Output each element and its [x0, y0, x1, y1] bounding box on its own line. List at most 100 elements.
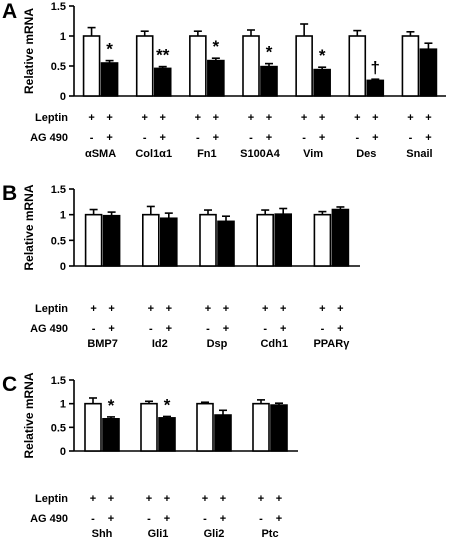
leptin-sign: +	[108, 303, 114, 315]
ag490-sign: -	[249, 132, 253, 144]
leptin-sign: +	[88, 112, 94, 124]
ag490-sign: +	[276, 513, 282, 525]
row-label-leptin: Leptin	[35, 303, 68, 315]
y-axis-label: Relative mRNA	[22, 372, 36, 458]
bar-leptin	[82, 35, 101, 97]
category-label: Col1α1	[135, 148, 172, 160]
ag490-sign: -	[321, 323, 325, 335]
bar-leptin-ag490	[270, 404, 288, 452]
category-label: Vim	[303, 148, 323, 160]
ag490-sign: +	[213, 132, 219, 144]
row-label-leptin: Leptin	[35, 493, 68, 505]
bar-leptin	[313, 213, 332, 267]
category-label: BMP7	[87, 338, 118, 350]
significance-marker: *	[106, 40, 113, 59]
leptin-sign: +	[372, 112, 378, 124]
y-tick-label: 0	[60, 91, 66, 103]
category-label: Gli1	[148, 528, 169, 540]
panel-letter: A	[2, 0, 17, 23]
ag490-sign: +	[280, 323, 286, 335]
bar-leptin-ag490	[153, 67, 172, 97]
leptin-sign: +	[146, 493, 152, 505]
ag490-sign: +	[106, 132, 112, 144]
bar-leptin	[348, 35, 367, 97]
bar-leptin-ag490	[102, 418, 120, 452]
y-tick-label: 1	[60, 31, 66, 43]
significance-marker: *	[164, 395, 171, 414]
ag490-sign: +	[266, 132, 272, 144]
bar-leptin	[199, 213, 217, 267]
bar-leptin	[295, 35, 313, 97]
leptin-sign: +	[223, 303, 229, 315]
bar-leptin-ag490	[331, 208, 350, 267]
bar-leptin	[256, 213, 275, 267]
significance-marker: *	[319, 46, 326, 65]
y-axis-label: Relative mRNA	[22, 184, 36, 270]
leptin-sign: +	[213, 112, 219, 124]
ag490-sign: -	[302, 132, 306, 144]
bar-leptin-ag490	[100, 62, 119, 97]
leptin-sign: +	[262, 303, 268, 315]
y-tick-label: 1	[60, 210, 66, 222]
leptin-sign: +	[159, 112, 165, 124]
y-tick-label: 0	[60, 261, 66, 273]
y-tick-label: 1.5	[51, 1, 66, 13]
ag490-sign: +	[220, 513, 226, 525]
bar-leptin-ag490	[419, 48, 438, 97]
ag490-sign: -	[92, 323, 96, 335]
category-label: Ptc	[261, 528, 278, 540]
ag490-sign: +	[372, 132, 378, 144]
category-label: Cdh1	[260, 338, 288, 350]
category-label: Shh	[92, 528, 113, 540]
ag490-sign: +	[223, 323, 229, 335]
bar-leptin-ag490	[158, 417, 176, 452]
bar-leptin-ag490	[274, 213, 293, 267]
significance-marker: **	[156, 46, 170, 65]
significance-marker: *	[108, 396, 115, 415]
bar-leptin	[196, 402, 214, 452]
y-tick-label: 0	[60, 446, 66, 458]
category-label: Fn1	[197, 148, 217, 160]
ag490-sign: +	[319, 132, 325, 144]
row-label-ag490: AG 490	[30, 132, 68, 144]
category-label: Id2	[152, 338, 168, 350]
row-label-ag490: AG 490	[30, 323, 68, 335]
ag490-sign: +	[108, 323, 114, 335]
bar-leptin-ag490	[366, 79, 385, 97]
leptin-sign: +	[106, 112, 112, 124]
ag490-sign: +	[164, 513, 170, 525]
category-label: Gli2	[204, 528, 225, 540]
leptin-sign: +	[220, 493, 226, 505]
ag490-sign: -	[206, 323, 210, 335]
ag490-sign: +	[108, 513, 114, 525]
y-tick-label: 1.5	[51, 375, 66, 387]
panel-letter: C	[2, 373, 17, 396]
y-tick-label: 0.5	[51, 422, 66, 434]
bar-leptin-ag490	[260, 65, 278, 97]
leptin-sign: +	[276, 493, 282, 505]
leptin-sign: +	[164, 493, 170, 505]
significance-marker: *	[213, 37, 220, 56]
category-label: Dsp	[207, 338, 228, 350]
y-tick-label: 1	[60, 399, 66, 411]
bar-leptin	[140, 402, 158, 452]
leptin-sign: +	[90, 493, 96, 505]
ag490-sign: +	[166, 323, 172, 335]
ag490-sign: -	[149, 323, 153, 335]
category-label: Snail	[406, 148, 432, 160]
ag490-sign: +	[425, 132, 431, 144]
leptin-sign: +	[337, 303, 343, 315]
bar-leptin	[84, 213, 103, 267]
bar-leptin-ag490	[160, 217, 178, 267]
bar-leptin-ag490	[207, 59, 225, 97]
leptin-sign: +	[319, 303, 325, 315]
leptin-sign: +	[248, 112, 254, 124]
leptin-sign: +	[141, 112, 147, 124]
bar-leptin-ag490	[313, 68, 331, 97]
bar-leptin	[401, 35, 420, 97]
category-label: αSMA	[85, 148, 116, 160]
bar-leptin-ag490	[102, 214, 121, 267]
bar-leptin	[84, 402, 102, 452]
